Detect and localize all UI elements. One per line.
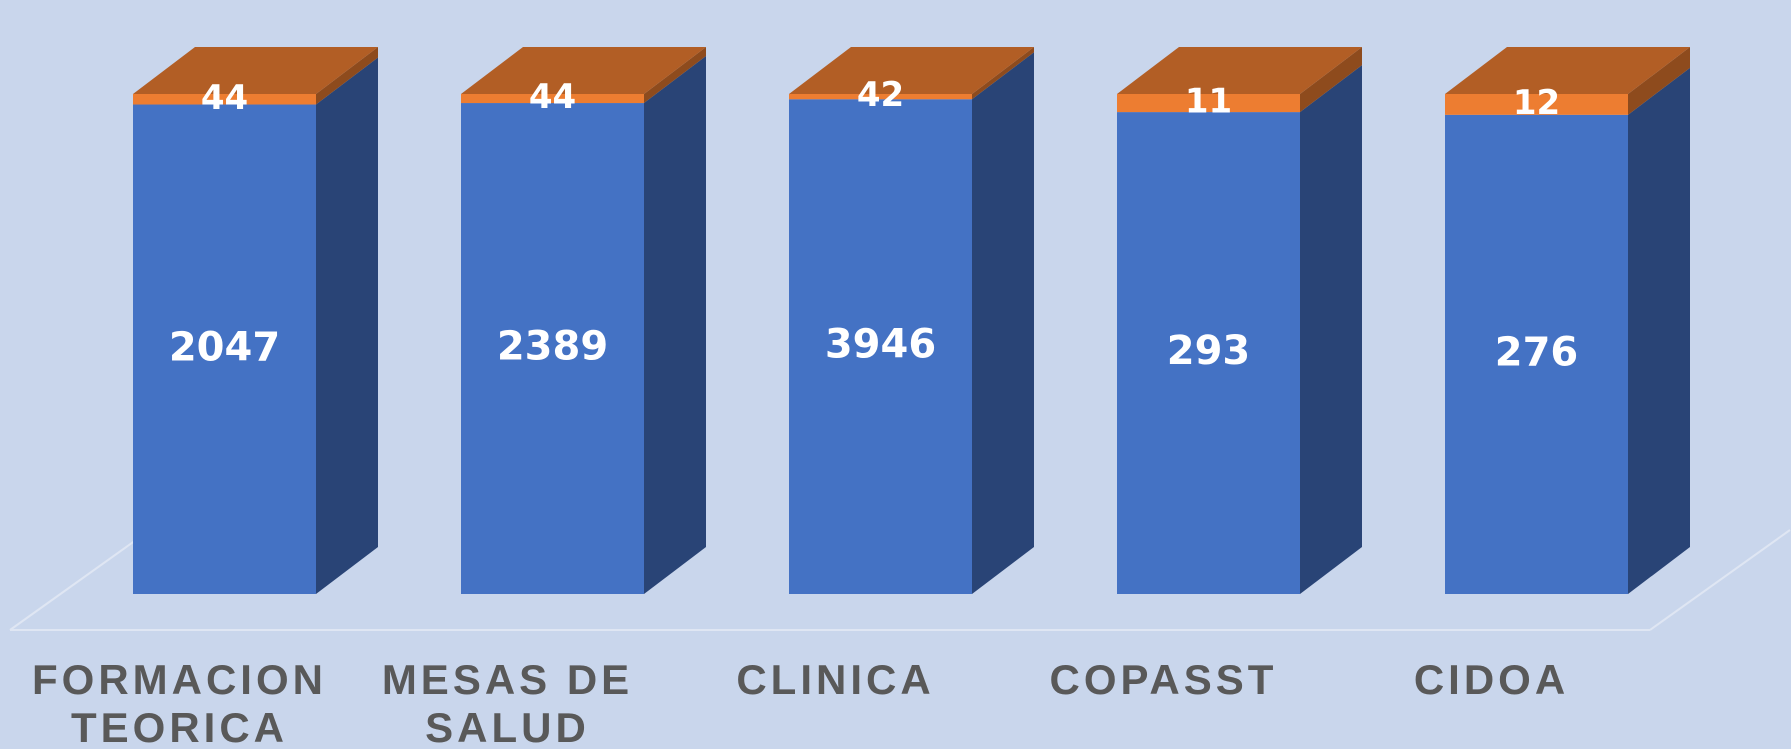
value-label: 11 — [1185, 82, 1232, 122]
value-label: 276 — [1495, 329, 1579, 375]
value-label: 2389 — [497, 324, 608, 370]
value-label: 293 — [1167, 328, 1251, 374]
chart: 2047 44 2389 44 3946 42 293 11 276 12 FORMACION T… — [0, 0, 1791, 749]
bar-side — [972, 52, 1034, 594]
value-label: 3946 — [825, 322, 936, 368]
bar-side — [1628, 68, 1690, 594]
value-label: 12 — [1513, 83, 1560, 123]
bar-side — [316, 58, 378, 594]
bar-side — [644, 56, 706, 594]
category-label: MESAS DE SALUD — [358, 656, 658, 749]
category-label: COPASST — [1014, 656, 1314, 704]
plot: 2047 44 2389 44 3946 42 293 11 276 12 — [0, 0, 1791, 749]
value-label: 2047 — [169, 324, 280, 370]
bar-side — [1300, 65, 1362, 594]
category-label: CIDOA — [1342, 656, 1642, 704]
value-label: 44 — [529, 77, 576, 117]
category-label: CLINICA — [686, 656, 986, 704]
floor-edge — [10, 530, 150, 630]
category-label: FORMACION TEORICA — [30, 656, 330, 749]
value-label: 42 — [857, 75, 904, 115]
value-label: 44 — [201, 78, 248, 118]
